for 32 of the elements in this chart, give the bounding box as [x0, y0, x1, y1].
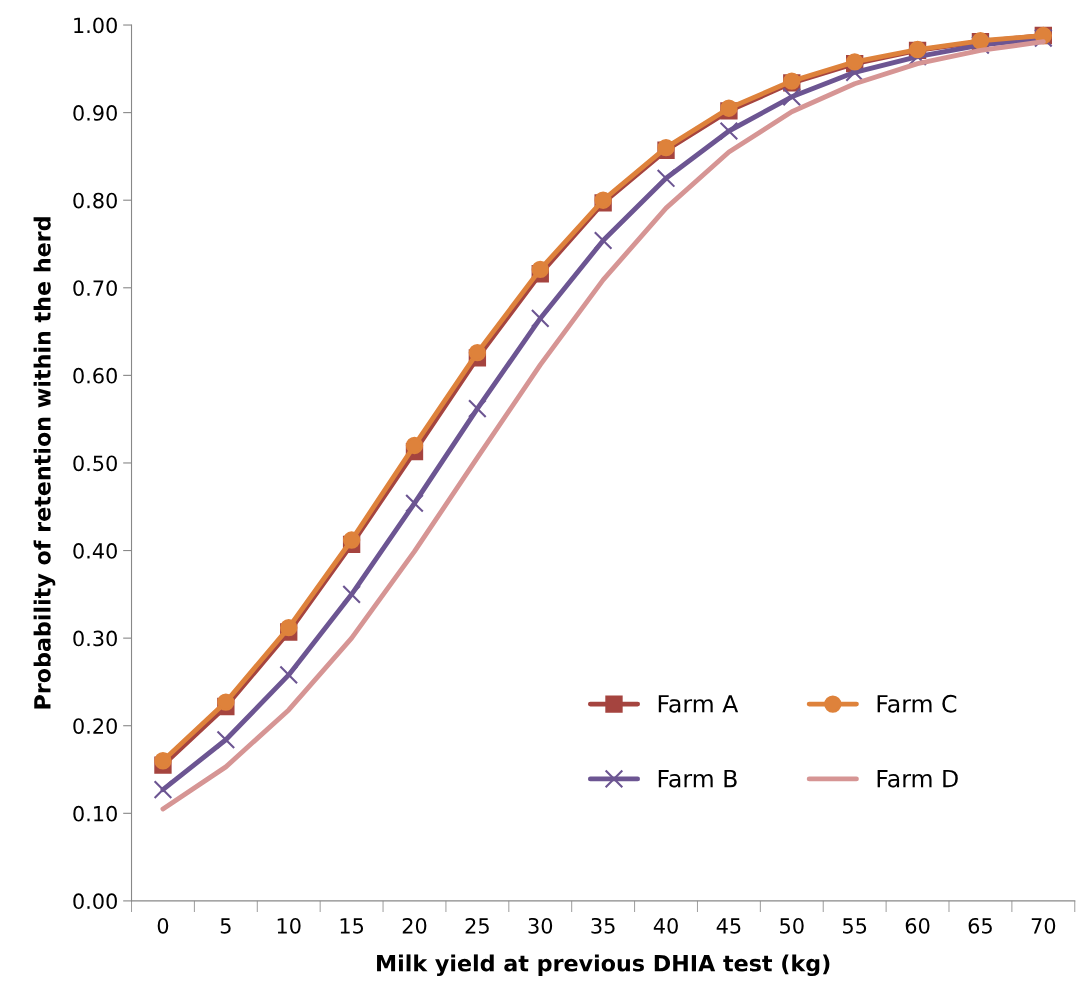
x-tick-label: 15 — [340, 918, 364, 934]
x-tick-label: 20 — [402, 917, 427, 934]
y-tick-label: 0.20 — [73, 718, 117, 734]
y-tick-label: 0.60 — [73, 367, 117, 384]
y-tick-label: 0.70 — [73, 280, 117, 296]
legend-label: Farm D — [877, 769, 958, 788]
x-tick-label: 40 — [653, 917, 678, 934]
x-tick-label: 25 — [465, 917, 489, 934]
x-tick-label: 55 — [843, 918, 867, 934]
x-tick-label: 60 — [905, 917, 930, 934]
legend-label: Farm C — [877, 694, 957, 713]
x-tick-label: 0 — [157, 917, 169, 934]
y-tick-label: 0.30 — [73, 630, 117, 647]
x-tick-label: 65 — [968, 917, 992, 934]
legend-label: Farm A — [658, 695, 739, 713]
legend-label: Farm B — [658, 769, 737, 788]
y-tick-label: 0.40 — [73, 543, 117, 559]
x-tick-label: 10 — [277, 917, 301, 934]
y-tick-label: 0.90 — [73, 105, 117, 121]
y-tick-label: 0.00 — [73, 893, 117, 910]
x-tick-label: 35 — [591, 917, 615, 934]
x-tick-label: 5 — [220, 918, 231, 934]
y-tick-label: 0.50 — [73, 455, 117, 472]
x-tick-label: 45 — [716, 918, 741, 934]
y-axis-title: Probability of retention within the herd — [33, 217, 56, 709]
x-axis-title: Milk yield at previous DHIA test (kg) — [377, 954, 830, 977]
y-tick-label: 0.10 — [73, 805, 117, 822]
x-tick-label: 70 — [1031, 917, 1056, 934]
x-tick-label: 30 — [528, 917, 553, 934]
y-tick-label: 1.00 — [74, 17, 117, 34]
x-tick-label: 50 — [780, 917, 804, 934]
y-tick-label: 0.80 — [73, 192, 117, 209]
